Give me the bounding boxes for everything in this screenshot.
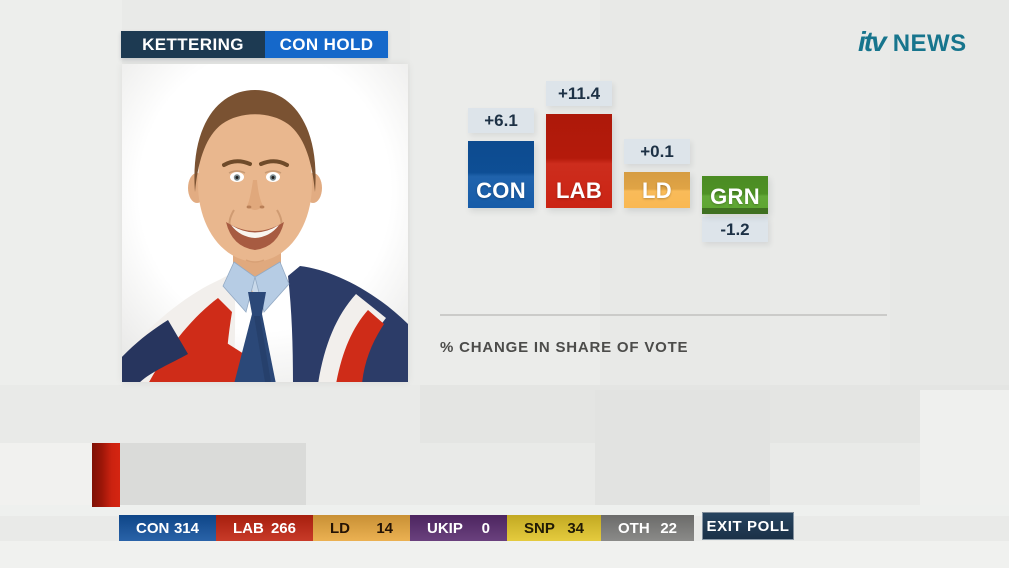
background-band xyxy=(0,541,1009,568)
chart-caption: % CHANGE IN SHARE OF VOTE xyxy=(440,339,689,356)
candidate-photo xyxy=(122,64,408,382)
ticker-seats: 34 xyxy=(567,519,584,537)
ticker-segment-con: CON 314 xyxy=(119,515,216,541)
bar-ld: LD xyxy=(624,172,690,208)
candidate-portrait-illustration xyxy=(122,64,408,382)
bar-con: CON xyxy=(468,141,534,208)
ticker-seats: 314 xyxy=(173,519,199,537)
bar-value-ld: +0.1 xyxy=(624,139,690,165)
background-panel xyxy=(595,390,770,505)
ticker-segment-ukip: UKIP 0 xyxy=(410,515,507,541)
ticker-segment-oth: OTH 22 xyxy=(601,515,694,541)
background-panel xyxy=(890,0,1009,395)
constituency-name: KETTERING xyxy=(121,31,265,58)
background-panel xyxy=(600,0,770,390)
bar-label-con: CON xyxy=(476,177,526,203)
ticker-segment-ld: LD 14 xyxy=(313,515,410,541)
negative-strip xyxy=(702,207,768,215)
background-band xyxy=(0,385,1009,443)
lower-third-gray-block xyxy=(120,443,306,505)
ticker-party: SNP xyxy=(524,519,555,537)
bar-label-grn: GRN xyxy=(710,184,760,210)
background-panel xyxy=(920,390,1009,516)
ticker-seats: 14 xyxy=(376,519,393,537)
lower-third-red-block xyxy=(92,443,120,507)
ticker-seats: 22 xyxy=(660,519,677,537)
ticker-seats: 0 xyxy=(481,519,490,537)
itv-logo-news-text: NEWS xyxy=(892,30,967,57)
result-status: CON HOLD xyxy=(265,31,388,58)
ticker-segment-snp: SNP 34 xyxy=(507,515,601,541)
bar-value-grn: -1.2 xyxy=(702,217,768,243)
bar-value-con: +6.1 xyxy=(468,108,534,134)
divider-line xyxy=(440,314,887,316)
ticker-party: UKIP xyxy=(427,519,463,537)
constituency-banner: KETTERING CON HOLD xyxy=(121,31,388,58)
ticker-party: LAB xyxy=(233,519,264,537)
ticker-party: LD xyxy=(330,519,350,537)
bar-label-ld: LD xyxy=(642,177,672,203)
bar-value-lab: +11.4 xyxy=(546,80,612,106)
bar-grn: GRN xyxy=(702,176,768,215)
bar-label-lab: LAB xyxy=(555,177,603,203)
ticker-party: CON xyxy=(136,519,170,537)
itv-logo-mark: itv xyxy=(858,26,887,57)
ticker-segment-lab: LAB 266 xyxy=(216,515,313,541)
bar-lab: LAB xyxy=(546,113,612,209)
exit-poll-badge: EXIT POLL xyxy=(702,512,794,540)
background-panel xyxy=(0,443,92,507)
ticker-seats: 266 xyxy=(270,519,296,537)
itv-news-logo: itv NEWS xyxy=(858,26,967,58)
background-band xyxy=(0,385,420,443)
background-panel xyxy=(0,0,122,390)
exit-poll-ticker: CON 314 LAB 266 LD 14 UKIP 0 SNP 34 OTH … xyxy=(119,515,694,541)
ticker-party: OTH xyxy=(618,519,650,537)
background-panel xyxy=(410,0,600,390)
